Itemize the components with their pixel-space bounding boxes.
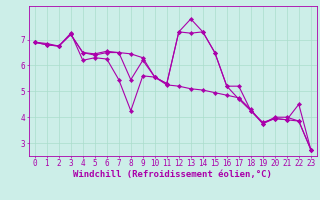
- X-axis label: Windchill (Refroidissement éolien,°C): Windchill (Refroidissement éolien,°C): [73, 170, 272, 179]
